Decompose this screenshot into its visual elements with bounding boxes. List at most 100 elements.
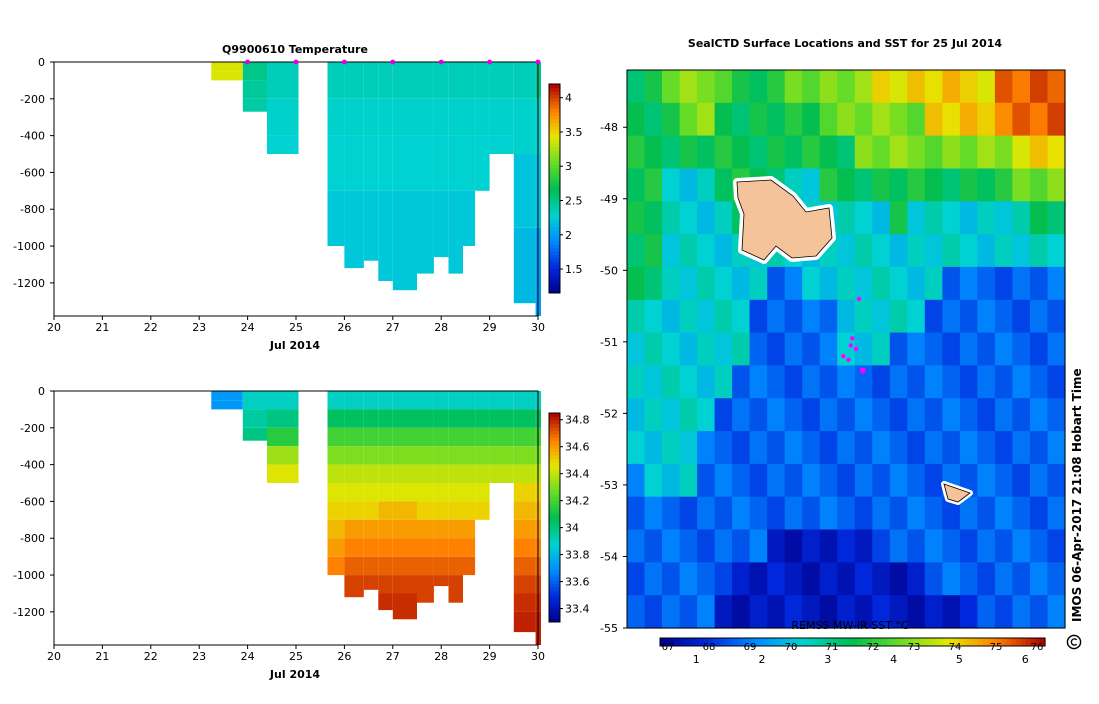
sst-cell [942, 398, 961, 432]
sal-colorbar-swatch [549, 548, 560, 553]
temp-colorbar-frame [548, 83, 561, 294]
sst-cell [714, 562, 733, 596]
sst-cell [837, 135, 856, 169]
sal-profile-cell [327, 391, 345, 410]
sal-profile-cell [513, 464, 536, 483]
map-colorbar-swatch [1040, 638, 1046, 646]
sst-cell [749, 299, 768, 334]
map-colorbar-swatch [847, 638, 854, 646]
sst-cell [662, 398, 681, 432]
sal-profile-cell [392, 409, 417, 428]
temp-colorbar-swatch [549, 160, 560, 165]
sst-cell [662, 562, 681, 596]
sal-profile-cell [448, 501, 463, 520]
temp-colorbar-swatch [549, 139, 560, 144]
sst-cell [679, 102, 698, 137]
temp-profile-cell [433, 62, 449, 99]
sal-xtick-label: 22 [144, 650, 158, 663]
sal-profile-cell [378, 519, 393, 539]
sal-colorbar-swatch [549, 541, 560, 546]
sst-cell [959, 70, 978, 104]
temp-colorbar-tick-label: 2.5 [565, 194, 583, 207]
temp-colorbar-swatch [549, 157, 560, 162]
map-colorbar-secondary-tick-label: 76 [1031, 642, 1044, 653]
sal-profile-cell [363, 538, 379, 557]
sal-profile-cell [363, 483, 379, 502]
sst-cell [767, 102, 786, 137]
sst-cell [907, 463, 926, 498]
sst-cell [907, 398, 926, 432]
sst-cell [907, 168, 926, 202]
seal-location [856, 296, 862, 302]
temp-colorbar-swatch [549, 136, 560, 141]
temp-profile-cell [433, 98, 449, 136]
sst-cell [889, 234, 908, 268]
sst-cell [697, 332, 716, 366]
temp-profile-cell [344, 98, 364, 136]
sst-cell [977, 332, 996, 366]
sst-cell [1012, 463, 1031, 498]
sst-cell [767, 562, 786, 596]
sst-cell [854, 595, 873, 629]
sst-cell [907, 365, 926, 399]
sst-cell [872, 332, 891, 366]
sst-cell [697, 431, 716, 465]
map-colorbar-swatch [746, 638, 752, 646]
sst-cell [749, 398, 768, 432]
temp-xtick-label: 28 [434, 321, 448, 334]
sst-cell [977, 365, 996, 399]
sst-cell [749, 463, 768, 498]
sal-profile-cell [267, 409, 299, 428]
sal-colorbar-swatch [549, 524, 560, 529]
sst-cell [644, 70, 663, 104]
sal-colorbar-swatch [549, 576, 560, 581]
map-colorbar-swatch [987, 638, 993, 646]
sst-cell [819, 168, 838, 202]
temp-profile-cell [417, 135, 434, 191]
sst-cell [889, 562, 908, 596]
sst-cell [784, 431, 803, 465]
sst-cell [854, 102, 873, 137]
sst-cell [732, 332, 751, 366]
map-colorbar-frame [659, 637, 1046, 647]
temp-xtick-label: 23 [192, 321, 206, 334]
sal-profile-cell [489, 427, 514, 447]
temp-profile-cell [489, 98, 514, 136]
sst-cell [942, 595, 961, 629]
temp-colorbar-swatch [549, 198, 560, 203]
sst-cell [1012, 431, 1031, 465]
sst-cell [872, 299, 891, 334]
sst-cell [784, 398, 803, 432]
sal-colorbar-swatch [549, 496, 560, 501]
sst-cell [994, 332, 1013, 366]
temp-colorbar-swatch [549, 209, 560, 214]
sst-cell [1030, 431, 1049, 465]
sal-colorbar-frame [548, 412, 561, 623]
sst-cell [627, 299, 646, 334]
sst-cell [749, 595, 768, 629]
sst-cell [1012, 595, 1031, 629]
sst-cell [889, 299, 908, 334]
sst-cell [644, 102, 663, 137]
sst-map-chart: SealCTD Surface Locations and SST for 25… [600, 37, 1084, 666]
sst-cell [662, 529, 681, 563]
temp-colorbar-swatch [549, 223, 560, 228]
sst-cell [977, 70, 996, 104]
sal-colorbar-swatch [549, 590, 560, 595]
sal-profile-cell [344, 391, 364, 410]
map-colorbar-swatch [717, 638, 724, 646]
sst-cell [837, 201, 856, 235]
sst-cell [644, 562, 663, 596]
sst-cell [749, 135, 768, 169]
map-colorbar-swatch [674, 638, 680, 646]
sal-colorbar-swatch [549, 601, 560, 606]
temp-colorbar-swatch [549, 240, 560, 245]
sst-cell [994, 529, 1013, 563]
sal-profile-cell [463, 427, 476, 447]
sst-cell [872, 365, 891, 399]
map-colorbar-tick-label: 4 [890, 653, 897, 666]
sst-cell [977, 463, 996, 498]
temp-surface-marker [535, 59, 541, 65]
sst-cell [714, 168, 733, 202]
sal-profile-cell [448, 556, 463, 576]
